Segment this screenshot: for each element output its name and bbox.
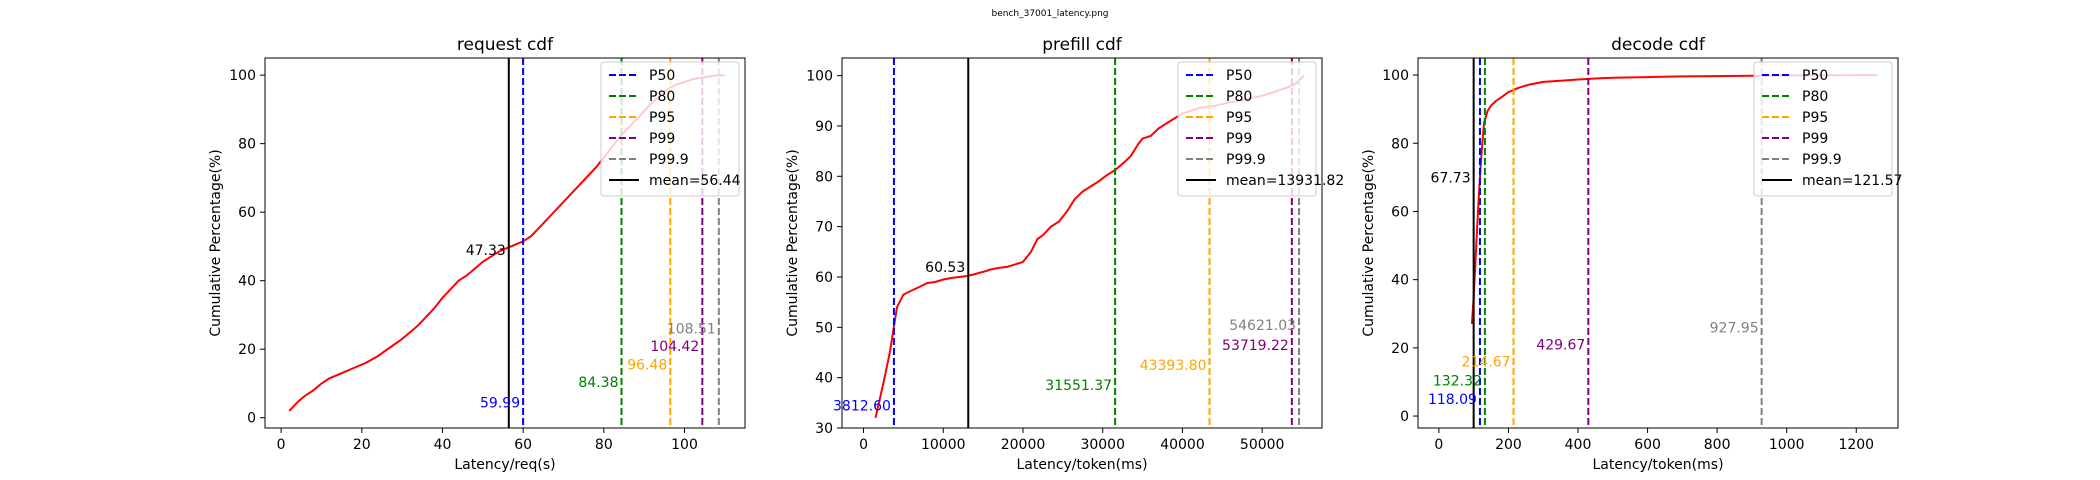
x-tick-label: 800 <box>1704 437 1731 453</box>
y-tick-label: 30 <box>815 421 833 437</box>
legend-entry: P99.9 <box>649 152 689 168</box>
legend-entry: P80 <box>649 89 675 105</box>
y-tick-label: 80 <box>815 169 833 185</box>
vline-label-p99-9: 927.95 <box>1710 320 1759 336</box>
x-tick-label: 60 <box>514 437 532 453</box>
y-axis-label: Cumulative Percentage(%) <box>208 149 224 336</box>
figure-title: bench_37001_latency.png <box>991 9 1108 19</box>
vline-label-p99: 104.42 <box>650 339 699 355</box>
y-tick-label: 40 <box>815 371 833 387</box>
y-tick-label: 100 <box>1382 68 1409 84</box>
y-tick-label: 20 <box>1391 341 1409 357</box>
x-tick-label: 0 <box>859 437 868 453</box>
vline-label-p50: 118.09 <box>1428 392 1477 408</box>
vline-label-p50: 59.99 <box>480 395 520 411</box>
legend-entry: P99 <box>649 131 675 147</box>
vline-label-p95: 43393.80 <box>1140 358 1207 374</box>
chart-title: request cdf <box>457 35 554 55</box>
chart-title: prefill cdf <box>1042 35 1123 55</box>
x-tick-label: 20000 <box>1001 437 1046 453</box>
legend-entry: P80 <box>1226 89 1252 105</box>
y-tick-label: 0 <box>247 411 256 427</box>
y-tick-label: 60 <box>1391 204 1409 220</box>
legend-entry: mean=13931.82 <box>1226 173 1344 189</box>
vline-label-mean-121-57: 67.73 <box>1431 170 1471 186</box>
legend-entry: mean=56.44 <box>649 173 741 189</box>
legend: P50 P80 P95 P99 P99.9 mean=121.57 <box>1753 61 1902 197</box>
vline-label-p99: 429.67 <box>1536 337 1585 353</box>
x-axis-label: Latency/token(ms) <box>1016 457 1147 473</box>
chart-panel-2: prefill cdf 0 10000 20000 30000 40000 50000 30 4… <box>785 35 1344 473</box>
y-tick-label: 20 <box>238 342 256 358</box>
x-tick-label: 1200 <box>1838 437 1874 453</box>
legend-entry: P95 <box>1802 110 1828 126</box>
x-tick-label: 50000 <box>1240 437 1285 453</box>
legend-entry: P50 <box>1802 68 1828 84</box>
vline-label-p80: 132.32 <box>1433 373 1482 389</box>
x-tick-label: 30000 <box>1080 437 1125 453</box>
x-tick-label: 600 <box>1634 437 1661 453</box>
chart-title: decode cdf <box>1611 35 1706 55</box>
x-tick-label: 80 <box>595 437 613 453</box>
y-axis-label: Cumulative Percentage(%) <box>1361 149 1377 336</box>
y-tick-label: 0 <box>1400 409 1409 425</box>
x-tick-label: 400 <box>1565 437 1592 453</box>
legend-entry: P99.9 <box>1226 152 1266 168</box>
y-tick-label: 60 <box>238 205 256 221</box>
axes-frame <box>841 57 1323 429</box>
axes-frame <box>264 57 746 429</box>
vline-label-p50: 3812.60 <box>833 398 891 414</box>
x-tick-label: 200 <box>1495 437 1522 453</box>
x-tick-label: 40 <box>434 437 452 453</box>
x-tick-label: 40000 <box>1160 437 1205 453</box>
legend-entry: P99 <box>1802 131 1828 147</box>
y-tick-label: 40 <box>238 274 256 290</box>
vline-label-p80: 31551.37 <box>1045 378 1112 394</box>
vline-label-p95: 96.48 <box>627 358 667 374</box>
vline-label-mean-56-44: 47.33 <box>466 243 506 259</box>
legend-entry: P95 <box>649 110 675 126</box>
plot-area <box>1470 58 1878 428</box>
y-axis-label: Cumulative Percentage(%) <box>785 149 801 336</box>
vline-label-p99-9: 54621.03 <box>1229 318 1296 334</box>
vline-label-p99: 53719.22 <box>1222 338 1289 354</box>
y-tick-label: 100 <box>806 69 833 85</box>
vline-label-p95: 214.67 <box>1462 355 1511 371</box>
x-tick-label: 0 <box>277 437 286 453</box>
x-axis-label: Latency/token(ms) <box>1592 457 1723 473</box>
legend-entry: P50 <box>1226 68 1252 84</box>
legend: P50 P80 P95 P99 P99.9 mean=56.44 <box>600 61 741 197</box>
legend-entry: mean=121.57 <box>1802 173 1902 189</box>
y-tick-label: 40 <box>1391 273 1409 289</box>
legend-entry: P50 <box>649 68 675 84</box>
y-tick-label: 90 <box>815 119 833 135</box>
x-tick-label: 100 <box>671 437 698 453</box>
legend-entry: P80 <box>1802 89 1828 105</box>
x-tick-label: 1000 <box>1769 437 1805 453</box>
x-tick-label: 0 <box>1434 437 1443 453</box>
legend-entry: P99 <box>1226 131 1252 147</box>
axes-frame <box>1417 57 1899 429</box>
y-tick-label: 60 <box>815 270 833 286</box>
y-tick-label: 80 <box>238 137 256 153</box>
y-tick-label: 70 <box>815 220 833 236</box>
x-tick-label: 10000 <box>921 437 966 453</box>
y-tick-label: 50 <box>815 320 833 336</box>
legend: P50 P80 P95 P99 P99.9 mean=13931.82 <box>1177 61 1344 197</box>
legend-entry: P99.9 <box>1802 152 1842 168</box>
y-tick-label: 100 <box>229 68 256 84</box>
chart-panel-3: decode cdf 0 200 400 600 800 1000 1200 0 20 40 60 80… <box>1361 35 1902 473</box>
vline-label-p80: 84.38 <box>578 375 618 391</box>
y-tick-label: 80 <box>1391 136 1409 152</box>
vline-label-mean-13931-82: 60.53 <box>925 260 965 276</box>
legend-entry: P95 <box>1226 110 1252 126</box>
x-tick-label: 20 <box>353 437 371 453</box>
vline-label-p99-9: 108.51 <box>667 322 716 338</box>
chart-panel-1: request cdf 0 20 40 60 80 100 0 20 40 60 80 100 Laten… <box>208 35 746 473</box>
x-axis-label: Latency/req(s) <box>454 457 555 473</box>
